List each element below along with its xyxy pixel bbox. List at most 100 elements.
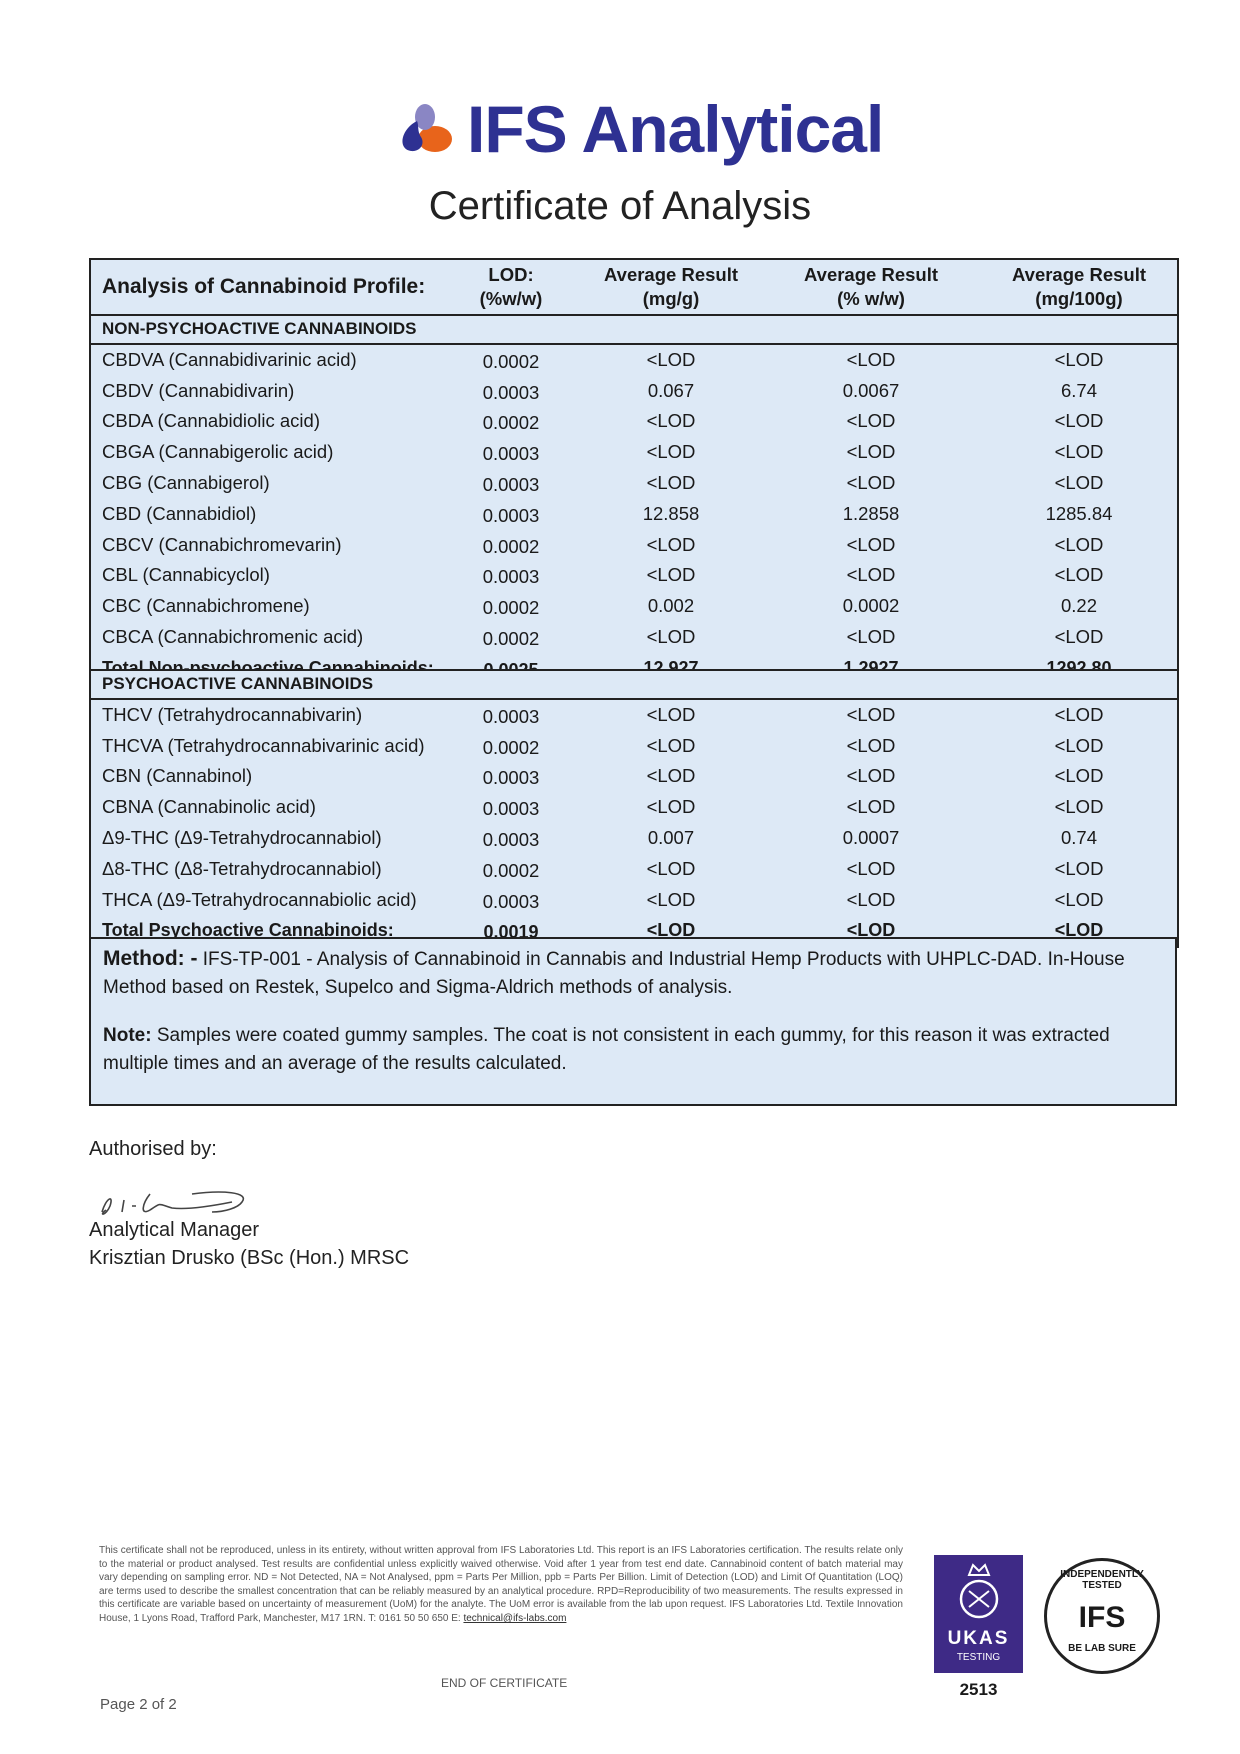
column-header: LOD: (%w/w) [441, 259, 581, 316]
result-cell: <LOD [1054, 348, 1104, 370]
result-cell: 0.0003 [482, 443, 540, 465]
result-cell: 0.0003 [482, 504, 540, 526]
table-row: Δ9-THC (Δ9-Tetrahydrocannabiol) 0.0003 0.0… [90, 823, 1178, 854]
result-cell: <LOD [1054, 920, 1104, 941]
seal-top-text: INDEPENDENTLY TESTED [1060, 1569, 1144, 1591]
note-label: Note: [103, 1025, 152, 1046]
non-psychoactive-table: Analysis of Cannabinoid Profile: LOD: (%w/… [89, 258, 1179, 686]
note-body: Samples were coated gummy samples. The c… [103, 1025, 1110, 1074]
brand-logo: IFS Analytical [395, 92, 884, 166]
result-cell: <LOD [846, 625, 896, 647]
result-cell: <LOD [846, 734, 896, 756]
result-cell: <LOD [646, 920, 696, 941]
table-row: CBDA (Cannabidiolic acid) 0.0002 <LOD <LOD <… [90, 406, 1178, 437]
analyte-name: CBDVA (Cannabidivarinic acid) [102, 348, 357, 370]
result-cell: <LOD [846, 888, 896, 910]
ukas-badge: UKAS TESTING [934, 1555, 1023, 1673]
result-cell: 0.002 [647, 595, 695, 617]
column-header-line: Average Result [603, 264, 738, 285]
column-header-line: (%w/w) [479, 288, 543, 309]
authorised-by-label: Authorised by: [89, 1138, 217, 1160]
result-cell: <LOD [846, 857, 896, 879]
result-cell: <LOD [846, 765, 896, 787]
result-cell: <LOD [1054, 796, 1104, 818]
seal-bottom-text: BE LAB SURE [1068, 1643, 1136, 1654]
table-row: THCVA (Tetrahydrocannabivarinic acid) 0.0… [90, 731, 1178, 762]
result-cell: 0.22 [1060, 595, 1097, 617]
ukas-number: 2513 [959, 1680, 998, 1699]
result-cell: 0.067 [647, 379, 695, 401]
analyte-name: CBGA (Cannabigerolic acid) [102, 441, 334, 463]
result-cell: <LOD [846, 410, 896, 432]
table-row: Δ8-THC (Δ8-Tetrahydrocannabiol) 0.0002 <LO… [90, 854, 1178, 885]
table-row: THCA (Δ9-Tetrahydrocannabiolic acid) 0.00… [90, 885, 1178, 916]
section-heading: PSYCHOACTIVE CANNABINOIDS [90, 670, 1179, 700]
result-cell: 6.74 [1060, 379, 1097, 401]
table-row: CBNA (Cannabinolic acid) 0.0003 <LOD <LOD <L… [90, 792, 1178, 823]
independently-tested-seal: INDEPENDENTLY TESTED IFS BE LAB SURE [1044, 1558, 1160, 1674]
note-text: Note: Samples were coated gummy samples.… [103, 1022, 1163, 1078]
section-heading-text: PSYCHOACTIVE CANNABINOIDS [90, 670, 1179, 700]
result-cell: <LOD [646, 471, 696, 493]
column-header: Average Result (mg/g) [581, 259, 761, 316]
ifs-logo-icon [402, 104, 452, 152]
result-cell: 0.0067 [842, 379, 900, 401]
table-row: CBDVA (Cannabidivarinic acid) 0.0002 <LOD <… [90, 344, 1178, 376]
column-header-line: LOD: [488, 264, 534, 285]
analyte-name: CBDV (Cannabidivarin) [102, 379, 295, 401]
result-cell: 1285.84 [1045, 502, 1113, 524]
footer-disclaimer: This certificate shall not be reproduced… [99, 1544, 903, 1626]
result-cell: <LOD [1054, 625, 1104, 647]
result-cell: <LOD [846, 920, 896, 941]
result-cell: <LOD [646, 796, 696, 818]
result-cell: 0.0002 [482, 736, 540, 758]
result-cell: 0.0002 [482, 859, 540, 881]
result-cell: <LOD [846, 348, 896, 370]
analyte-name: CBCA (Cannabichromenic acid) [102, 625, 364, 647]
result-cell: <LOD [1054, 410, 1104, 432]
table-row: CBGA (Cannabigerolic acid) 0.0003 <LOD <LOD… [90, 437, 1178, 468]
analyte-name: CBCV (Cannabichromevarin) [102, 533, 342, 555]
result-cell: <LOD [1054, 765, 1104, 787]
method-text: Method: - IFS-TP-001 - Analysis of Canna… [103, 945, 1163, 1002]
section-heading: NON-PSYCHOACTIVE CANNABINOIDS [90, 315, 1178, 345]
page-number: Page 2 of 2 [100, 1696, 177, 1713]
analyte-name: CBN (Cannabinol) [102, 765, 253, 787]
column-header: Average Result (% w/w) [761, 259, 981, 316]
result-cell: 1.2858 [842, 502, 900, 524]
analyte-name: THCVA (Tetrahydrocannabivarinic acid) [102, 734, 425, 756]
result-cell: <LOD [646, 734, 696, 756]
result-cell: <LOD [846, 441, 896, 463]
result-cell: 0.0003 [482, 890, 540, 912]
result-cell: <LOD [1054, 703, 1104, 725]
table-row: CBCV (Cannabichromevarin) 0.0002 <LOD <LOD <… [90, 530, 1178, 561]
analyte-name: CBL (Cannabicyclol) [102, 564, 270, 586]
analyte-name: Δ8-THC (Δ8-Tetrahydrocannabiol) [102, 857, 382, 879]
result-cell: <LOD [646, 703, 696, 725]
result-cell: <LOD [646, 410, 696, 432]
method-label: Method: - [103, 947, 198, 970]
table-row: CBN (Cannabinol) 0.0003 <LOD <LOD <LOD [90, 761, 1178, 792]
table-row: THCV (Tetrahydrocannabivarin) 0.0003 <LOD <… [90, 699, 1178, 731]
table-row: CBDV (Cannabidivarin) 0.0003 0.067 0.0067 6.… [90, 376, 1178, 407]
result-cell: <LOD [646, 888, 696, 910]
result-cell: <LOD [646, 533, 696, 555]
table-row: CBG (Cannabigerol) 0.0003 <LOD <LOD <LOD [90, 468, 1178, 499]
result-cell: 12.858 [642, 502, 700, 524]
email-link[interactable]: technical@ifs-labs.com [463, 1612, 567, 1624]
column-header-line: (mg/g) [642, 288, 700, 309]
result-cell: 0.0002 [842, 595, 900, 617]
result-cell: <LOD [1054, 564, 1104, 586]
result-cell: 0.007 [647, 826, 695, 848]
brand-name: IFS Analytical [467, 92, 884, 166]
result-cell: <LOD [1054, 533, 1104, 555]
column-header: Analysis of Cannabinoid Profile: [90, 259, 441, 316]
result-cell: 0.0002 [482, 627, 540, 649]
analyte-name: CBNA (Cannabinolic acid) [102, 796, 316, 818]
result-cell: 0.0003 [482, 767, 540, 789]
result-cell: <LOD [646, 625, 696, 647]
result-cell: 0.0002 [482, 412, 540, 434]
result-cell: <LOD [846, 703, 896, 725]
result-cell: 0.74 [1061, 826, 1098, 848]
analyte-name: Total Psychoactive Cannabinoids: [102, 920, 394, 941]
